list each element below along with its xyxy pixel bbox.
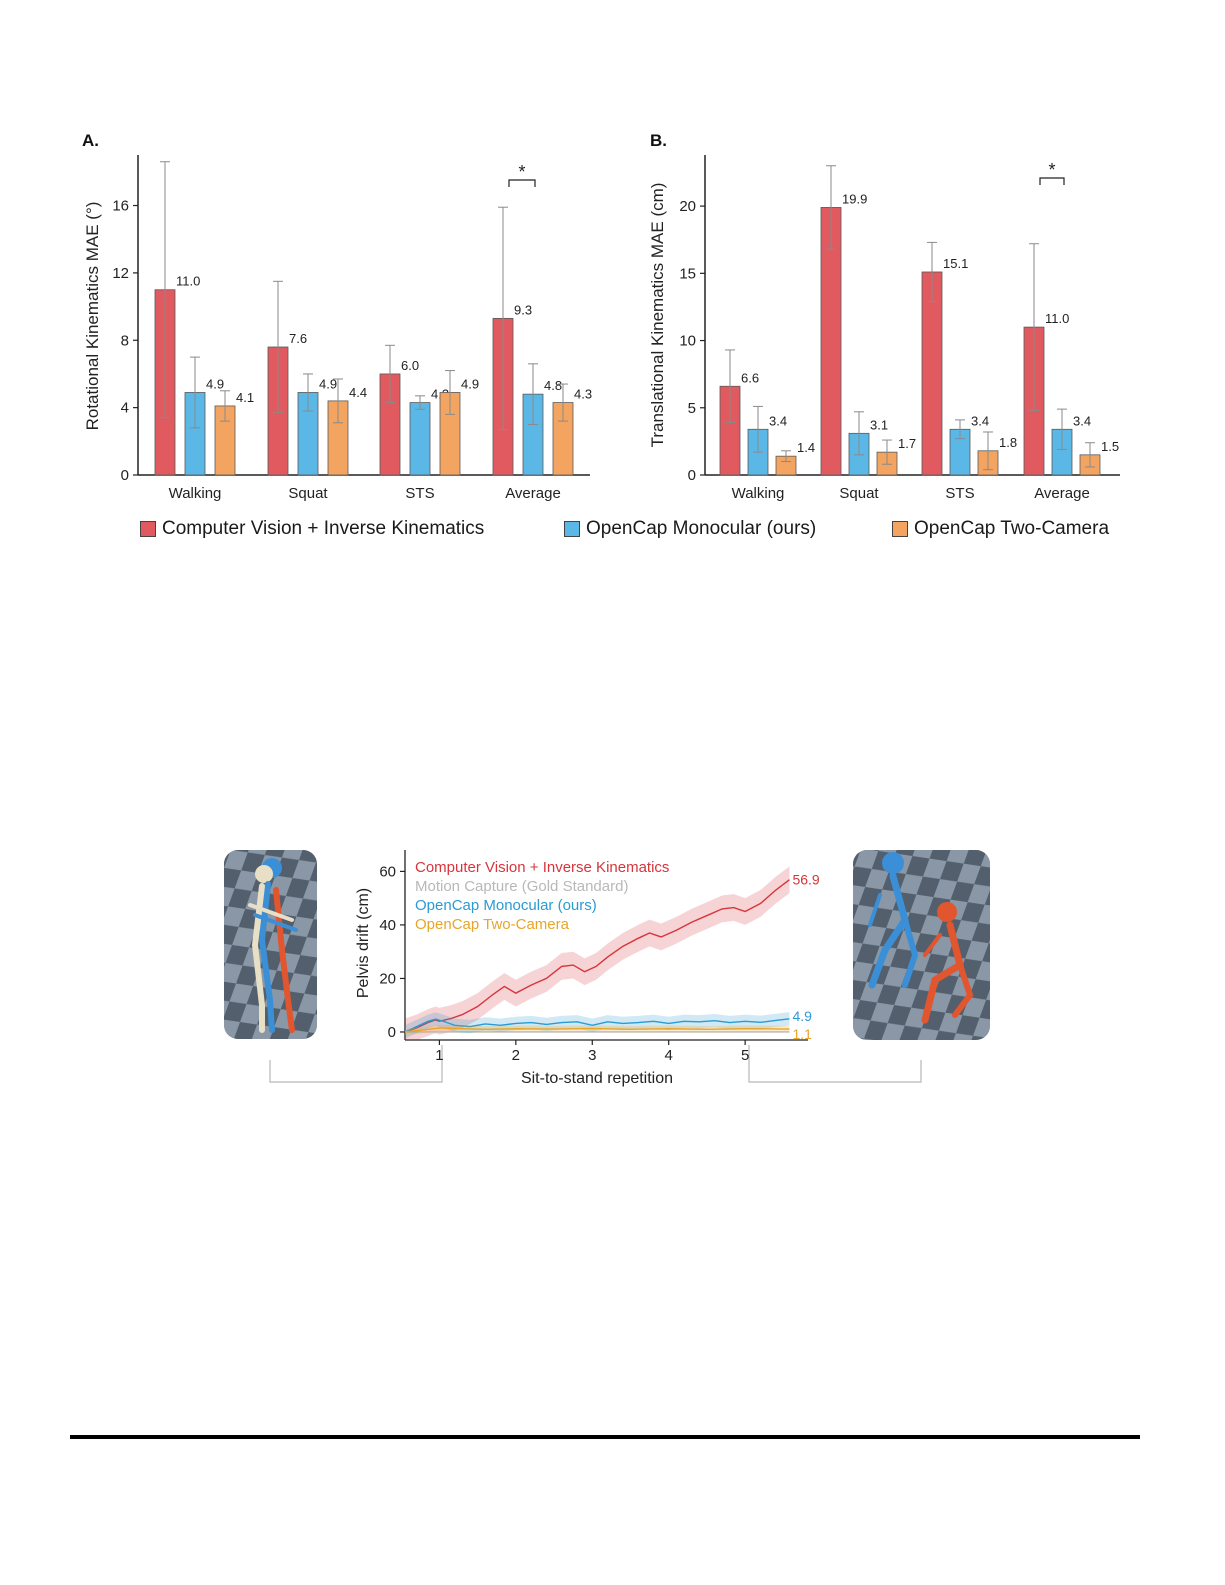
panel-b-xtick-label: Average	[1034, 485, 1090, 502]
panel-c-xtick-label: 3	[588, 1047, 596, 1064]
left-skeleton-render	[224, 850, 317, 1039]
legend-swatch-mono	[564, 521, 580, 537]
panel-c-end-label-cv: 56.9	[792, 872, 819, 888]
panel-a-data-label: 4.9	[319, 376, 337, 391]
panel-b-data-label: 1.5	[1101, 439, 1119, 454]
left-connector	[269, 1045, 443, 1083]
panel-c-end-label-mono: 4.9	[792, 1008, 812, 1024]
panel-a-xtick-label: Walking	[169, 485, 222, 502]
panel-c-ylabel: Pelvis drift (cm)	[355, 888, 372, 998]
panel-a-data-label: 4.9	[461, 376, 479, 391]
page-bottom-rule	[70, 1435, 1140, 1439]
panel-b-ylabel: Translational Kinematics MAE (cm)	[648, 183, 667, 448]
panel-b-chart: B. Translational Kinematics MAE (cm) 0 5 1…	[648, 131, 1120, 502]
panel-a-ylabel: Rotational Kinematics MAE (°)	[83, 202, 102, 431]
panel-a-significance-star: *	[518, 162, 525, 182]
legend-item-mono: OpenCap Monocular (ours)	[564, 518, 816, 540]
panel-c-ytick-label: 40	[379, 917, 396, 934]
panel-b-data-label: 1.8	[999, 435, 1017, 450]
panel-a-xtick-label: Average	[505, 485, 561, 502]
panel-a-ytick-label: 0	[121, 467, 129, 484]
panel-a-data-label: 4.3	[574, 387, 592, 402]
panel-b-data-label: 1.4	[797, 440, 815, 455]
panel-b-ytick-label: 10	[679, 333, 696, 350]
panel-b-data-label: 3.1	[870, 417, 888, 432]
panel-b-data-label: 3.4	[971, 413, 989, 428]
panel-a-xtick-label: STS	[405, 485, 434, 502]
right-skeleton-render	[853, 850, 990, 1040]
panel-c-end-label-two: 1.1	[792, 1026, 812, 1042]
panel-b-ytick-label: 15	[679, 265, 696, 282]
panel-a-data-label: 7.6	[289, 331, 307, 346]
panel-a-data-label: 4.1	[236, 390, 254, 405]
panel-c-band-cv	[405, 866, 790, 1040]
panel-c-xtick-label: 4	[665, 1047, 673, 1064]
panel-b-xtick-label: STS	[945, 485, 974, 502]
panel-a-ytick-label: 12	[112, 265, 129, 282]
legend-swatch-cv	[140, 521, 156, 537]
legend-item-two: OpenCap Two-Camera	[892, 518, 1109, 540]
panel-c-xtick-label: 5	[741, 1047, 749, 1064]
panel-b-data-label: 1.7	[898, 436, 916, 451]
panel-c-band-mono	[405, 1012, 790, 1039]
panel-c-line-mono	[404, 1018, 790, 1033]
panel-a-data-label: 11.0	[176, 274, 200, 289]
panel-c-xtick-label: 2	[512, 1047, 520, 1064]
panel-b-data-label: 3.4	[1073, 413, 1091, 428]
legend-text-mocap: Motion Capture (Gold Standard)	[415, 878, 628, 895]
panel-c-line-cv	[404, 879, 790, 1033]
panel-c-legend: Computer Vision + Inverse Kinematics Mot…	[415, 859, 669, 933]
panel-c-xtick-label: 1	[435, 1047, 443, 1064]
panel-a-data-label: 4.9	[206, 376, 224, 391]
legend-text-cv: Computer Vision + Inverse Kinematics	[415, 859, 669, 876]
panel-c-xlabel: Sit-to-stand repetition	[521, 1070, 673, 1087]
panel-c-band-two	[405, 1024, 790, 1036]
legend-swatch-two	[892, 521, 908, 537]
panel-c-line-two	[404, 1027, 790, 1033]
panel-a-ytick-label: 16	[112, 198, 129, 215]
panel-b-bar-cv	[921, 271, 943, 476]
legend-text-mono: OpenCap Monocular (ours)	[415, 897, 597, 914]
panel-a-data-label: 9.3	[514, 302, 532, 317]
panel-b-ytick-label: 0	[688, 467, 696, 484]
legend-item-cv: Computer Vision + Inverse Kinematics	[140, 518, 484, 540]
panel-b-data-label: 15.1	[943, 256, 968, 271]
panel-a-ytick-label: 4	[121, 400, 129, 417]
panel-b-data-label: 3.4	[769, 413, 787, 428]
panel-c-chart: Pelvis drift (cm) Sit-to-stand repetitio…	[355, 850, 820, 1087]
panel-a-data-label: 6.0	[401, 358, 419, 373]
panel-b-xtick-label: Squat	[839, 485, 879, 502]
panel-a-xtick-label: Squat	[288, 485, 328, 502]
panel-a-significance-bracket	[508, 179, 536, 187]
legend-label-cv: Computer Vision + Inverse Kinematics	[162, 518, 485, 539]
right-connector	[748, 1045, 922, 1083]
panel-b-label: B.	[650, 131, 667, 150]
panel-a-data-label: 4.4	[349, 385, 367, 400]
panel-b-data-label: 6.6	[741, 370, 759, 385]
panel-c-ytick-label: 60	[379, 863, 396, 880]
panel-b-data-label: 11.0	[1045, 311, 1069, 326]
panel-b-xtick-label: Walking	[732, 485, 785, 502]
panel-b-ytick-label: 20	[679, 198, 696, 215]
panel-a-chart: A. Rotational Kinematics MAE (°) 0 4 8 12 16…	[82, 131, 592, 502]
panel-c-ytick-label: 0	[388, 1024, 396, 1041]
panel-b-significance-bracket	[1039, 177, 1065, 185]
legend-label-mono: OpenCap Monocular (ours)	[586, 518, 817, 539]
panel-b-data-label: 19.9	[842, 191, 867, 206]
bar-legend: Computer Vision + Inverse Kinematics Ope…	[140, 518, 1130, 544]
panel-a-ytick-label: 8	[121, 332, 129, 349]
panel-a-bar-mono	[409, 402, 431, 476]
panel-c-ytick-label: 20	[379, 970, 396, 987]
legend-label-two: OpenCap Two-Camera	[914, 518, 1110, 539]
panel-b-ytick-label: 5	[688, 400, 696, 417]
panel-a-label: A.	[82, 131, 99, 150]
panel-b-significance-star: *	[1048, 160, 1055, 180]
legend-text-two: OpenCap Two-Camera	[415, 916, 570, 933]
panel-a-data-label: 4.8	[544, 378, 562, 393]
